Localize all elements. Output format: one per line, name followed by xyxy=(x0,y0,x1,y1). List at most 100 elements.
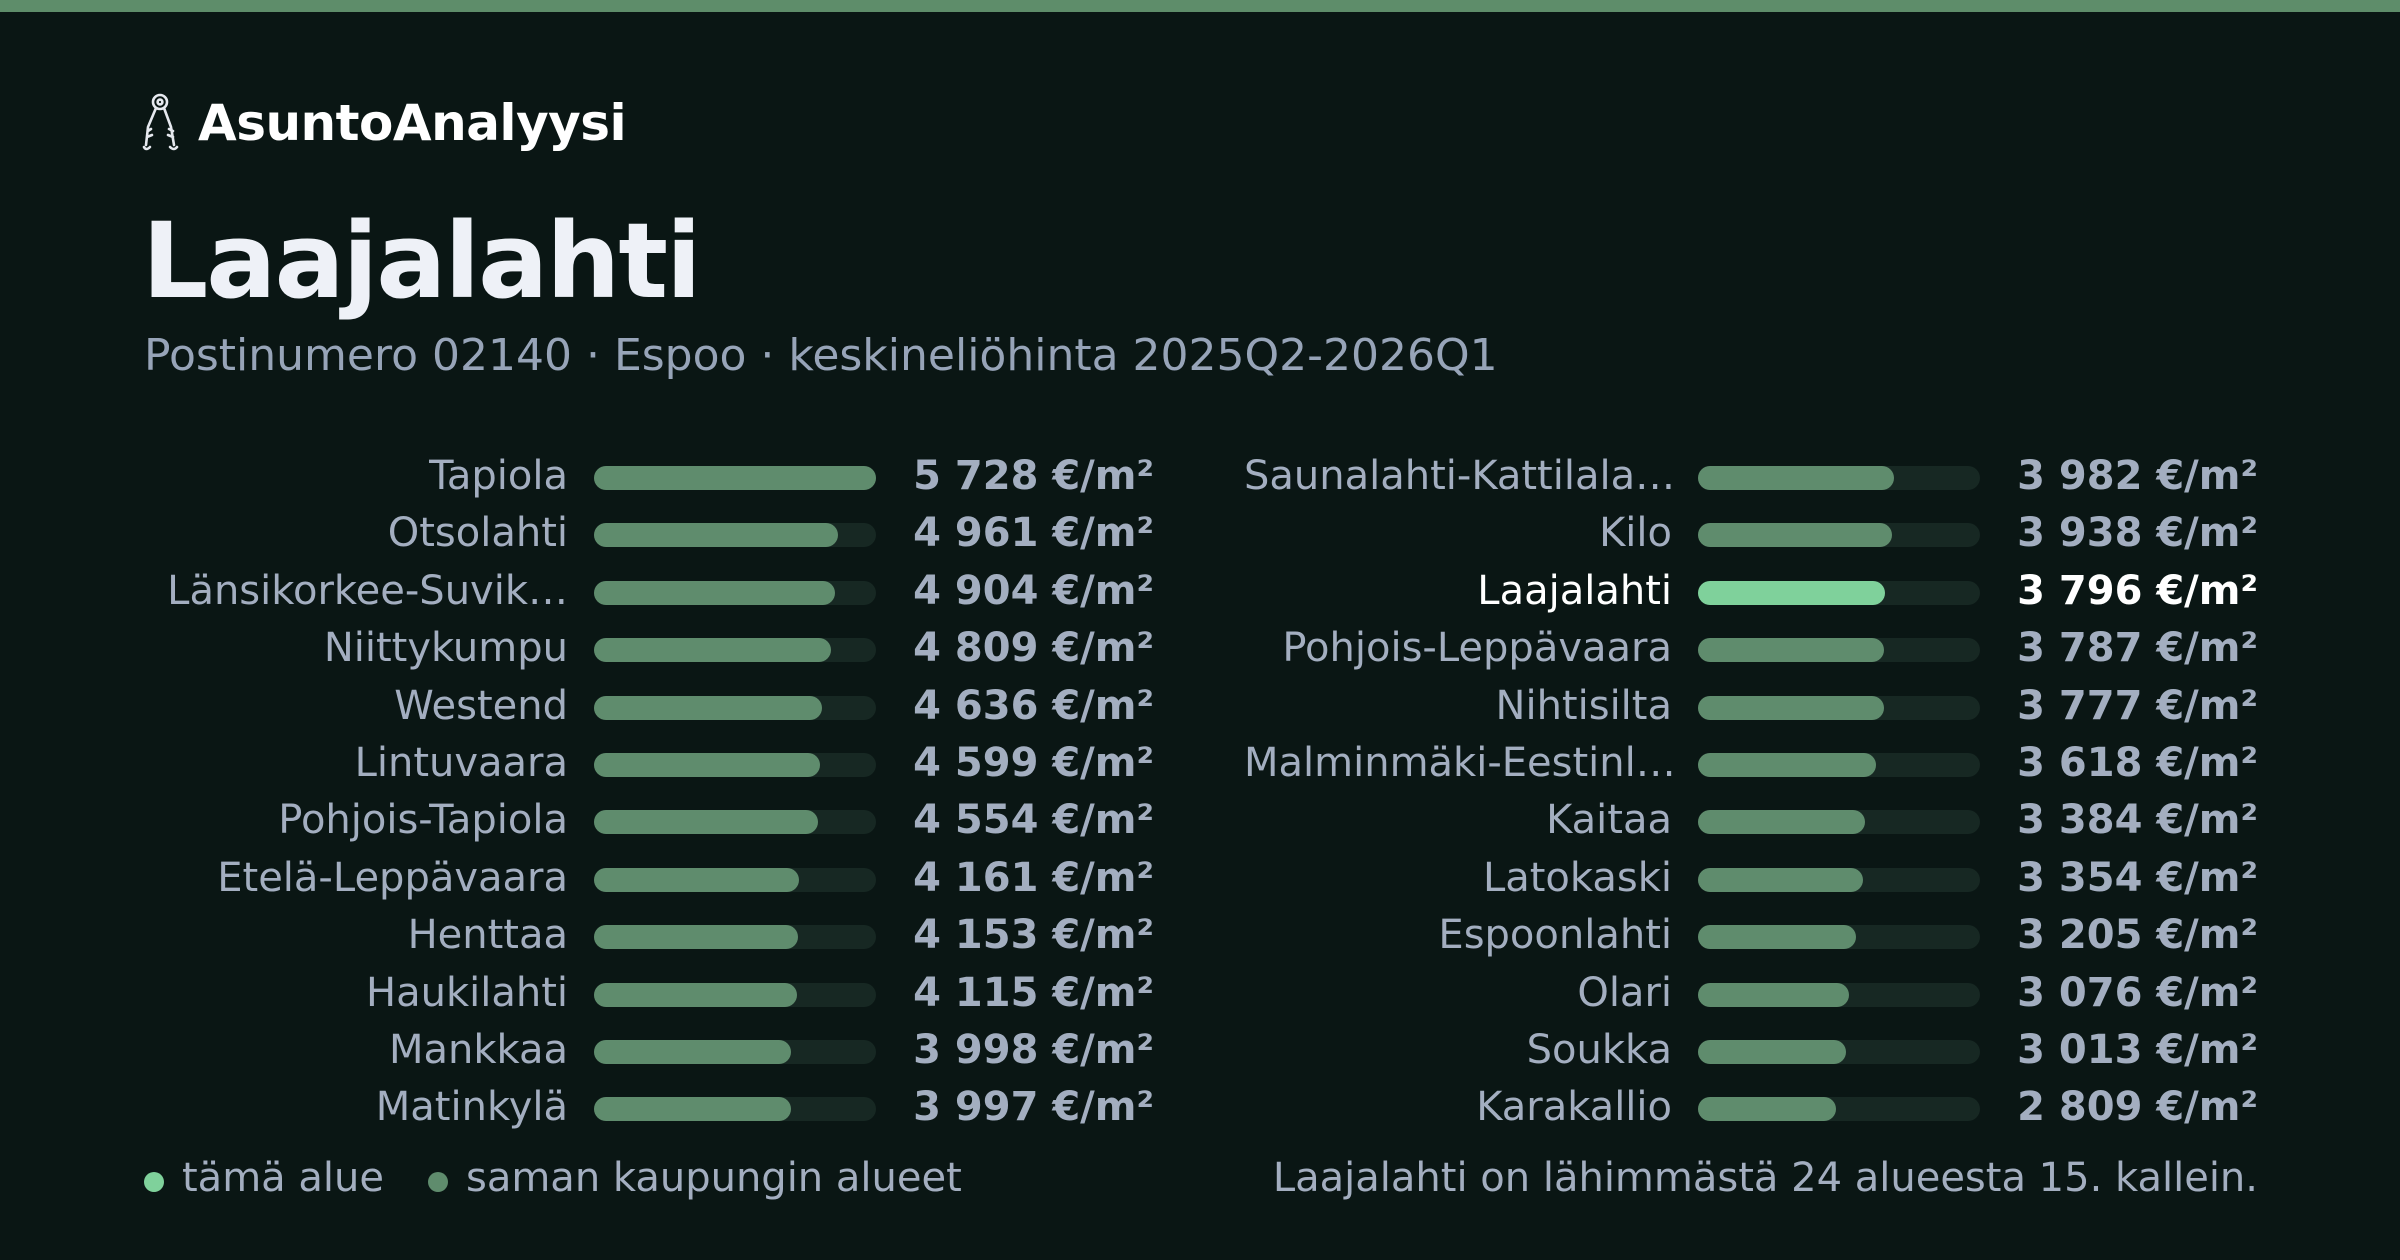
bar-track xyxy=(1698,580,1980,605)
price-bar xyxy=(1698,695,1884,720)
area-name: Otsolahti xyxy=(387,510,568,557)
area-name: Saunalahti-Kattilala… xyxy=(1244,453,1672,499)
price-bar xyxy=(594,466,876,490)
bar-track xyxy=(1698,1040,1980,1064)
price-value: 4 809 €/m² xyxy=(913,625,1154,672)
ranking-row: Matinkylä 3 997 €/m² xyxy=(160,1079,1180,1135)
price-value: 3 205 €/m² xyxy=(2017,912,2258,959)
price-bar xyxy=(1698,810,1865,835)
ranking-row: Pohjois-Leppävaara 3 787 €/m² xyxy=(1244,620,2264,676)
bar-track xyxy=(594,925,876,950)
price-bar xyxy=(1698,753,1877,777)
area-name: Westend xyxy=(394,682,568,729)
price-bar xyxy=(594,925,799,950)
brand-name: AsuntoAnalyysi xyxy=(198,94,627,152)
price-bar xyxy=(1698,523,1892,548)
price-value: 3 076 €/m² xyxy=(2017,969,2258,1016)
price-bar xyxy=(1698,580,1885,605)
price-value: 5 728 €/m² xyxy=(913,453,1154,499)
bar-track xyxy=(594,1097,876,1122)
ranking-row: Henttaa 4 153 €/m² xyxy=(160,907,1180,963)
price-bar xyxy=(1698,1097,1837,1122)
ranking-row: Espoonlahti 3 205 €/m² xyxy=(1244,907,2264,963)
area-name: Olari xyxy=(1577,969,1672,1016)
area-name: Tapiola xyxy=(429,453,568,499)
legend-item-this-area: tämä alue xyxy=(144,1150,384,1206)
price-bar xyxy=(594,580,836,605)
legend-item-same-city: saman kaupungin alueet xyxy=(427,1150,962,1206)
ranking-row: Malminmäki-Eestinl… 3 618 €/m² xyxy=(1244,735,2264,791)
price-bar xyxy=(1698,1040,1847,1064)
page-subtitle: Postinumero 02140 · Espoo · keskineliöhi… xyxy=(144,330,1498,381)
price-value: 3 777 €/m² xyxy=(2017,682,2258,729)
price-value: 3 938 €/m² xyxy=(2017,510,2258,557)
bar-track xyxy=(594,982,876,1007)
price-value: 3 384 €/m² xyxy=(2017,797,2258,844)
ranking-row: Haukilahti 4 115 €/m² xyxy=(160,965,1180,1021)
price-value: 4 115 €/m² xyxy=(913,969,1154,1016)
bar-track xyxy=(1698,1097,1980,1122)
area-name: Laajalahti xyxy=(1477,567,1672,614)
area-name: Pohjois-Tapiola xyxy=(278,797,568,844)
ranking-row: Laajalahti 3 796 €/m² xyxy=(1244,563,2264,619)
price-bar xyxy=(1698,466,1895,490)
bar-track xyxy=(1698,925,1980,950)
legend-dot-same-city xyxy=(427,1172,448,1192)
price-value: 3 998 €/m² xyxy=(913,1027,1154,1073)
keys-icon xyxy=(142,93,179,151)
bar-track xyxy=(594,1040,876,1064)
ranking-row: Tapiola 5 728 €/m² xyxy=(160,448,1180,504)
price-value: 3 354 €/m² xyxy=(2017,854,2258,901)
ranking-row: Karakallio 2 809 €/m² xyxy=(1244,1079,2264,1135)
area-name: Matinkylä xyxy=(375,1084,568,1131)
price-value: 4 554 €/m² xyxy=(913,797,1154,844)
price-bar xyxy=(594,1097,791,1122)
ranking-row: Westend 4 636 €/m² xyxy=(160,678,1180,734)
area-name: Karakallio xyxy=(1476,1084,1672,1131)
price-bar xyxy=(594,753,821,777)
price-value: 3 787 €/m² xyxy=(2017,625,2258,672)
bar-track xyxy=(594,580,876,605)
brand: AsuntoAnalyysi xyxy=(140,88,627,158)
price-bar xyxy=(594,867,799,892)
bar-track xyxy=(1698,982,1980,1007)
price-value: 4 599 €/m² xyxy=(913,740,1154,786)
page-title: Laajalahti xyxy=(142,200,702,322)
bar-track xyxy=(1698,867,1980,892)
area-name: Niittykumpu xyxy=(323,625,568,672)
bar-track xyxy=(1698,695,1980,720)
price-bar xyxy=(1698,867,1864,892)
bar-track xyxy=(594,753,876,777)
price-value: 4 636 €/m² xyxy=(913,682,1154,729)
area-name: Latokaski xyxy=(1482,854,1672,901)
ranking-row: Kaitaa 3 384 €/m² xyxy=(1244,792,2264,848)
bar-track xyxy=(1698,753,1980,777)
price-bar xyxy=(1698,982,1850,1007)
price-bar xyxy=(1698,925,1856,950)
area-name: Mankkaa xyxy=(388,1027,568,1073)
price-bar xyxy=(594,523,839,548)
bar-track xyxy=(1698,466,1980,490)
price-value: 3 997 €/m² xyxy=(913,1084,1154,1131)
ranking-row: Latokaski 3 354 €/m² xyxy=(1244,850,2264,906)
legend: tämä alue saman kaupungin alueet xyxy=(144,1148,1006,1208)
bar-track xyxy=(594,638,876,663)
ranking-row: Pohjois-Tapiola 4 554 €/m² xyxy=(160,792,1180,848)
price-bar xyxy=(594,695,823,720)
price-bar xyxy=(594,982,797,1007)
area-name: Länsikorkee-Suvik… xyxy=(167,567,568,614)
bar-track xyxy=(594,695,876,720)
price-bar xyxy=(594,1040,791,1064)
ranking-row: Etelä-Leppävaara 4 161 €/m² xyxy=(160,850,1180,906)
bar-track xyxy=(1698,810,1980,835)
rank-footnote: Laajalahti on lähimmästä 24 alueesta 15.… xyxy=(1272,1155,2258,1201)
ranking-row: Soukka 3 013 €/m² xyxy=(1244,1022,2264,1078)
area-name: Henttaa xyxy=(407,912,568,959)
price-value: 4 904 €/m² xyxy=(913,567,1154,614)
legend-label: saman kaupungin alueet xyxy=(465,1155,962,1201)
area-name: Lintuvaara xyxy=(354,740,568,786)
legend-label: tämä alue xyxy=(182,1155,384,1201)
ranking-row: Olari 3 076 €/m² xyxy=(1244,965,2264,1021)
ranking-row: Niittykumpu 4 809 €/m² xyxy=(160,620,1180,676)
price-value: 4 153 €/m² xyxy=(913,912,1154,959)
